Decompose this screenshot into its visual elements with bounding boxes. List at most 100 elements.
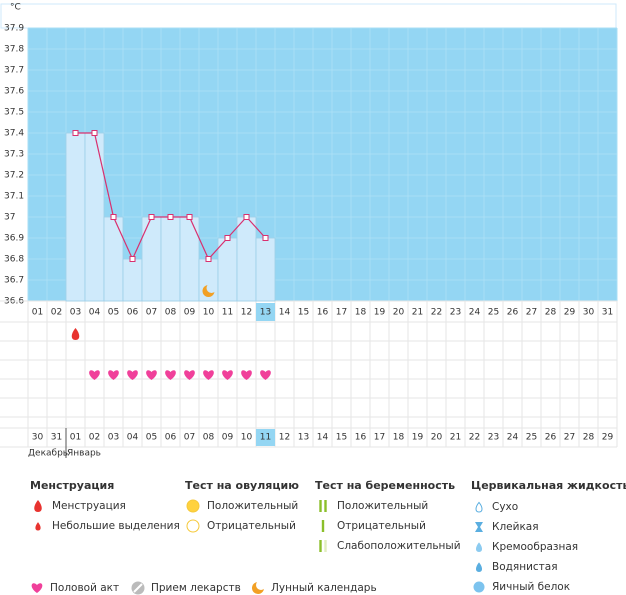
date-label: 01 [70,433,81,443]
x-tick-label: 23 [450,308,461,318]
date-label: 22 [469,433,480,443]
date-label: 12 [279,433,290,443]
heart-icon [31,583,43,593]
x-tick-label: 25 [488,308,499,318]
date-label: 15 [336,433,347,443]
bar [141,216,162,302]
x-tick-label: 04 [89,308,101,318]
y-tick-label: 36.9 [4,234,24,244]
x-tick-label: 26 [507,308,519,318]
pregnancy-icon [321,520,325,532]
x-tick-label: 01 [32,308,43,318]
x-tick-label: 28 [545,308,557,318]
fluid-icon [476,562,482,572]
moon-mask [256,580,266,590]
heart-icon [89,370,100,380]
date-label: 30 [32,433,44,443]
x-tick-label: 13 [260,308,271,318]
menstruation-icon [35,522,41,531]
legend-title: Цервикальная жидкость [471,479,626,492]
month-label: Декабрь [28,449,68,459]
date-label: 08 [203,433,215,443]
heart-icon [203,370,214,380]
menstruation-icon [71,328,80,340]
y-tick-label: 37 [4,213,15,223]
bar [179,216,200,302]
legend-item: Сухо [492,501,518,513]
x-tick-label: 27 [526,308,537,318]
date-label: 06 [165,433,177,443]
x-tick-label: 17 [336,308,347,318]
y-tick-label: 37.3 [4,150,24,160]
date-label: 18 [393,433,405,443]
fluid-icon [475,501,483,513]
date-label: 03 [108,433,119,443]
legend-item: Небольшие выделения [52,520,180,532]
heart-icon [108,370,119,380]
x-tick-label: 19 [374,308,386,318]
heart-icon [222,370,233,380]
point [167,214,174,220]
x-tick-label: 06 [127,308,139,318]
x-tick-label: 14 [279,308,291,318]
legend-title: Тест на овуляцию [185,479,299,492]
heart-icon [260,370,271,380]
legend-item: Прием лекарств [151,582,241,594]
legend-item: Отрицательный [337,520,426,532]
legend-item: Клейкая [492,521,539,533]
x-tick-label: 03 [70,308,81,318]
date-label: 16 [355,433,367,443]
date-label: 07 [184,433,195,443]
x-tick-label: 24 [469,308,481,318]
y-tick-label: 36.8 [4,255,24,265]
y-tick-label: 37.1 [4,192,24,202]
fluid-icon [475,522,483,532]
point [224,235,231,241]
bar [84,132,105,302]
heart-icon [241,370,252,380]
legend-item: Лунный календарь [271,582,377,594]
bar [160,216,181,302]
y-tick-label: 37.5 [4,108,24,118]
legend-title: Менструация [30,479,114,492]
date-label: 31 [51,433,62,443]
x-tick-label: 21 [412,308,423,318]
date-label: 17 [374,433,385,443]
y-tick-label: 36.7 [4,276,24,286]
pregnancy-icon [324,540,327,552]
point [186,214,193,220]
x-tick-label: 08 [165,308,177,318]
pregnancy-icon [324,500,327,512]
pregnancy-icon [319,500,322,512]
x-tick-label: 07 [146,308,157,318]
date-label: 04 [127,433,139,443]
date-label: 02 [89,433,100,443]
pill-mark [133,583,143,593]
plot-area [28,28,617,301]
x-tick-label: 15 [298,308,309,318]
date-label: 10 [241,433,253,443]
fluid-icon [473,581,485,593]
date-label: 24 [507,433,519,443]
date-label: 20 [431,433,443,443]
x-tick-label: 29 [564,308,576,318]
x-tick-label: 16 [317,308,329,318]
x-tick-label: 12 [241,308,252,318]
y-tick-label: 37.8 [4,45,24,55]
point [148,214,155,220]
x-tick-label: 10 [203,308,215,318]
month-label: Январь [67,449,101,459]
bar [217,237,238,302]
heart-icon [184,370,195,380]
legend-item: Слабоположительный [337,540,461,552]
point [129,256,136,262]
x-tick-label: 22 [431,308,442,318]
menstruation-icon [34,500,42,512]
x-tick-label: 30 [583,308,595,318]
date-label: 27 [564,433,575,443]
heart-icon [165,370,176,380]
date-label: 28 [583,433,595,443]
x-tick-label: 11 [222,308,233,318]
date-label: 05 [146,433,157,443]
